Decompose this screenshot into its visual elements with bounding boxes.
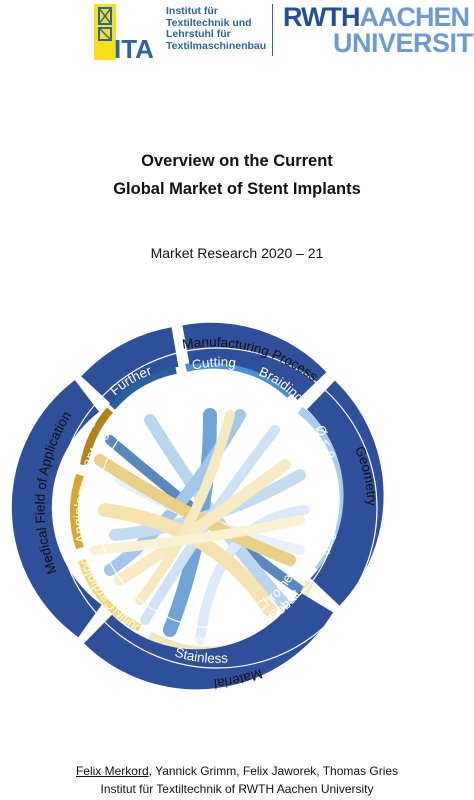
page-title-line-1: Overview on the Current bbox=[141, 152, 333, 170]
page-subtitle: Market Research 2020 – 21 bbox=[150, 245, 324, 261]
institute-line: Institut für Textiltechnik of RWTH Aache… bbox=[100, 782, 374, 796]
rwth-logo-rwth: RWTH bbox=[283, 2, 360, 32]
rwth-logo-university: UNIVERSITY bbox=[333, 28, 474, 58]
page-title-line-2: Global Market of Stent Implants bbox=[113, 180, 361, 198]
rwth-logo-aachen: AACHEN bbox=[359, 2, 471, 32]
svg-text:Angiology: Angiology bbox=[71, 480, 91, 545]
ita-logo: ITA bbox=[94, 4, 158, 64]
ita-name-line: Institut für bbox=[166, 5, 218, 17]
author-others: , Yannick Grimm, Felix Jaworek, Thomas G… bbox=[148, 764, 399, 778]
author-first: Felix Merkord bbox=[75, 764, 149, 778]
ring-label-steel: Steel bbox=[181, 628, 213, 648]
chord-diagram: Further Cutting Braiding Ø < 8 mm Ø > 8 … bbox=[0, 298, 474, 710]
svg-text:Cutting: Cutting bbox=[190, 354, 236, 372]
header-divider bbox=[272, 4, 273, 56]
svg-text:Steel: Steel bbox=[181, 628, 213, 648]
svg-text:ITA: ITA bbox=[114, 34, 154, 60]
ita-name-line: Textiltechnik und bbox=[166, 16, 252, 29]
ita-name-line: Lehrstuhl für bbox=[166, 28, 231, 40]
ring-label-angiology: Angiology bbox=[71, 480, 91, 545]
ring-label-cutting: Cutting bbox=[190, 354, 236, 372]
ita-name: Institut für Textiltechnik und Lehrstuhl… bbox=[166, 5, 267, 52]
ita-name-line: Textilmaschinenbau bbox=[166, 39, 267, 52]
author-list: Felix Merkord, Yannick Grimm, Felix Jawo… bbox=[0, 764, 474, 778]
rwth-logo: RWTHAACHEN UNIVERSITY bbox=[283, 2, 474, 58]
